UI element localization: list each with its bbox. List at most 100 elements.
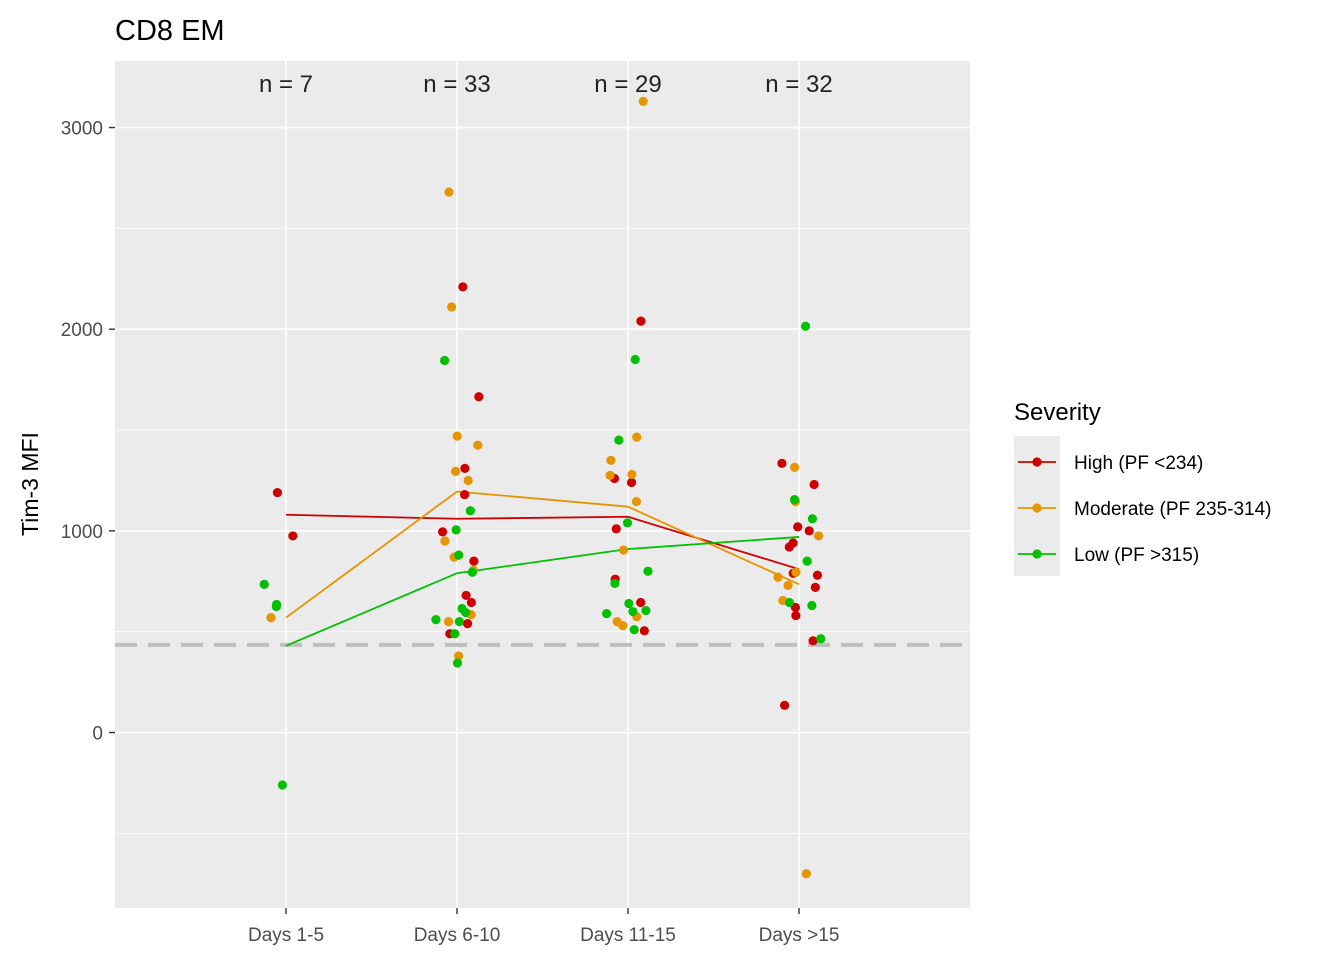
data-point bbox=[639, 626, 649, 636]
data-point bbox=[466, 597, 477, 608]
data-point bbox=[812, 570, 823, 580]
legend-entry-label: High (PF <234) bbox=[1074, 453, 1203, 474]
data-point bbox=[462, 619, 473, 629]
data-point bbox=[636, 597, 646, 608]
legend-key-point bbox=[1032, 503, 1042, 513]
data-point bbox=[272, 487, 283, 498]
data-point bbox=[629, 625, 639, 635]
data-point bbox=[777, 458, 787, 468]
data-point bbox=[452, 431, 462, 441]
data-point bbox=[630, 354, 640, 365]
data-point bbox=[446, 302, 457, 312]
data-point bbox=[636, 316, 646, 326]
data-point bbox=[454, 550, 464, 560]
data-point bbox=[791, 610, 801, 621]
data-point bbox=[277, 780, 287, 790]
n-labels: n = 7 n = 33 n = 29 n = 32 bbox=[259, 71, 833, 98]
data-point bbox=[461, 607, 471, 618]
data-point bbox=[610, 578, 620, 588]
data-point bbox=[790, 602, 801, 613]
series-line bbox=[285, 490, 800, 619]
data-point bbox=[465, 506, 475, 516]
data-point bbox=[611, 524, 621, 534]
legend-entry-label: Moderate (PF 235-314) bbox=[1074, 499, 1272, 520]
data-point bbox=[469, 556, 479, 566]
y-tick-label: 3000 bbox=[61, 119, 103, 140]
n-label: n = 29 bbox=[594, 71, 661, 98]
data-point bbox=[773, 572, 783, 582]
data-point bbox=[627, 469, 637, 480]
data-point bbox=[618, 545, 629, 555]
grid-lines bbox=[115, 61, 970, 908]
data-points bbox=[259, 96, 826, 879]
data-point bbox=[643, 566, 653, 576]
y-tick-label: 1000 bbox=[61, 522, 103, 543]
data-point bbox=[431, 615, 441, 625]
data-point bbox=[437, 527, 448, 537]
data-point bbox=[631, 497, 642, 507]
x-tick-label: Days 1-5 bbox=[248, 925, 324, 946]
data-point bbox=[461, 590, 471, 601]
data-point bbox=[614, 435, 624, 445]
n-label: n = 32 bbox=[765, 71, 832, 98]
data-point bbox=[606, 455, 616, 465]
data-point bbox=[460, 463, 470, 473]
n-label: n = 7 bbox=[259, 71, 313, 98]
x-axis: Days 1-5 Days 6-10 Days 11-15 Days >15 bbox=[248, 908, 839, 946]
data-point bbox=[602, 608, 612, 619]
y-tick-label: 2000 bbox=[61, 320, 103, 341]
data-point bbox=[780, 700, 790, 710]
data-point bbox=[467, 567, 477, 577]
x-tick-label: Days 6-10 bbox=[414, 925, 501, 946]
data-point bbox=[638, 96, 648, 106]
data-point bbox=[460, 489, 470, 500]
data-point bbox=[624, 598, 634, 609]
data-point bbox=[784, 542, 794, 552]
series-lines bbox=[285, 490, 800, 647]
y-axis: 0 1000 2000 3000 bbox=[61, 119, 115, 745]
data-point bbox=[450, 466, 461, 476]
data-point bbox=[804, 526, 814, 536]
data-point bbox=[453, 651, 464, 661]
x-tick-label: Days >15 bbox=[759, 925, 840, 946]
data-point bbox=[800, 321, 811, 331]
data-point bbox=[439, 355, 450, 366]
y-axis-label: Tim-3 MFI bbox=[17, 432, 43, 536]
data-point bbox=[605, 470, 615, 481]
data-point bbox=[807, 514, 818, 524]
data-point bbox=[807, 600, 817, 611]
data-point bbox=[474, 392, 484, 402]
data-point bbox=[789, 495, 800, 505]
data-point bbox=[783, 580, 793, 590]
data-point bbox=[266, 613, 276, 623]
chart-title: CD8 EM bbox=[115, 15, 225, 47]
data-point bbox=[458, 282, 468, 292]
data-point bbox=[810, 582, 820, 592]
data-point bbox=[454, 617, 464, 627]
data-point bbox=[793, 522, 803, 532]
data-point bbox=[444, 187, 454, 197]
legend-key-point bbox=[1032, 549, 1042, 559]
data-point bbox=[622, 518, 633, 528]
data-point bbox=[790, 462, 800, 472]
data-point bbox=[473, 440, 483, 450]
data-point bbox=[626, 477, 637, 488]
series-line bbox=[285, 536, 800, 647]
data-point bbox=[809, 479, 819, 490]
legend-title: Severity bbox=[1014, 399, 1101, 426]
data-point bbox=[628, 606, 638, 617]
data-point bbox=[271, 601, 281, 612]
data-point bbox=[808, 636, 818, 646]
data-point bbox=[618, 621, 628, 631]
legend-entry-label: Low (PF >315) bbox=[1074, 545, 1199, 566]
legend-key-point bbox=[1032, 457, 1042, 467]
data-point bbox=[791, 567, 801, 577]
data-point bbox=[801, 869, 811, 879]
data-point bbox=[450, 629, 460, 639]
data-point bbox=[288, 531, 298, 541]
y-tick-label: 0 bbox=[92, 724, 103, 745]
data-point bbox=[440, 536, 450, 546]
data-point bbox=[632, 432, 642, 442]
data-point bbox=[443, 617, 454, 627]
